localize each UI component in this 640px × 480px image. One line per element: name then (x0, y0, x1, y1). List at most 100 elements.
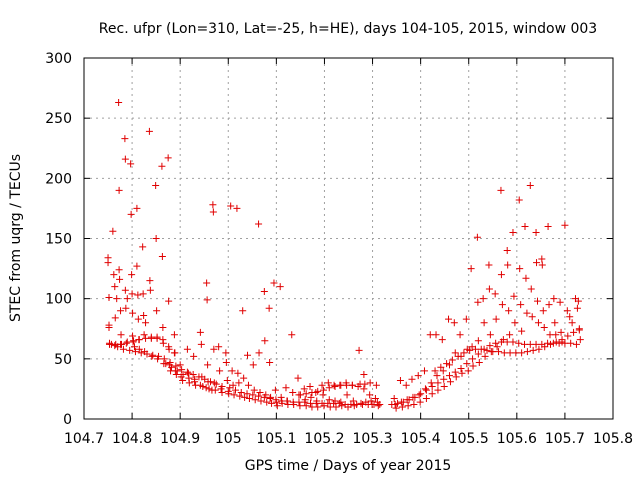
data-point (563, 307, 571, 315)
data-point (509, 338, 517, 346)
data-point (172, 362, 180, 370)
data-point (109, 227, 117, 235)
data-point (557, 328, 565, 336)
data-point (325, 384, 333, 392)
data-point (437, 363, 445, 371)
data-point (123, 338, 131, 346)
data-point (302, 390, 310, 398)
data-point (127, 210, 135, 218)
data-point (572, 340, 580, 348)
data-point (402, 381, 410, 389)
data-point (551, 319, 559, 327)
data-point (324, 379, 332, 387)
data-point (439, 367, 447, 375)
data-point (414, 372, 422, 380)
data-point (149, 351, 157, 359)
data-point (245, 395, 253, 403)
data-point (567, 339, 575, 347)
data-point (228, 367, 236, 375)
x-tick-label: 104.9 (160, 431, 200, 447)
data-point (337, 398, 345, 406)
data-point (116, 275, 124, 283)
data-point (503, 247, 511, 255)
data-point (268, 399, 276, 407)
data-point (558, 336, 566, 344)
data-point (260, 393, 268, 401)
data-point (357, 399, 365, 407)
x-tick-label: 104.7 (64, 431, 104, 447)
data-point (145, 127, 153, 135)
data-point (260, 287, 268, 295)
data-point (396, 376, 404, 384)
data-point (270, 279, 278, 287)
data-point (282, 384, 290, 392)
data-point (448, 356, 456, 364)
data-point (263, 398, 271, 406)
data-point (349, 397, 357, 405)
data-point (458, 369, 466, 377)
data-point (240, 374, 248, 382)
grid (84, 58, 613, 419)
data-point (523, 348, 531, 356)
data-point (206, 378, 214, 386)
data-point (405, 396, 413, 404)
data-point (209, 208, 217, 216)
data-point (121, 155, 129, 163)
y-axis-label: STEC from uqrg / TECUs (8, 154, 24, 322)
data-point (218, 383, 226, 391)
data-point (255, 349, 263, 357)
data-point (122, 304, 130, 312)
data-point (302, 402, 310, 410)
data-point (390, 395, 398, 403)
data-point (421, 385, 429, 393)
data-point (469, 355, 477, 363)
data-point (276, 283, 284, 291)
data-point (332, 403, 340, 411)
data-point (570, 328, 578, 336)
data-point (545, 301, 553, 309)
data-point (428, 383, 436, 391)
data-point (343, 391, 351, 399)
data-point (165, 297, 173, 305)
y-tick-label: 100 (45, 292, 72, 308)
data-point (271, 386, 279, 394)
data-point (115, 186, 123, 194)
data-point (185, 374, 193, 382)
data-point (518, 349, 526, 357)
y-tick-label: 300 (45, 51, 72, 67)
data-point (466, 346, 474, 354)
data-point (123, 295, 131, 303)
data-point (203, 279, 211, 287)
data-point (374, 402, 382, 410)
data-point (529, 346, 537, 354)
data-point (158, 162, 166, 170)
data-point (283, 397, 291, 405)
data-point (300, 385, 308, 393)
data-point (179, 376, 187, 384)
data-point (541, 343, 549, 351)
data-point (162, 360, 170, 368)
data-point (110, 271, 118, 279)
data-point (178, 366, 186, 374)
data-point (534, 319, 542, 327)
data-point (497, 271, 505, 279)
data-point (223, 376, 231, 384)
x-tick-label: 105.5 (449, 431, 489, 447)
data-point (111, 342, 119, 350)
data-point (236, 392, 244, 400)
data-point (475, 358, 483, 366)
data-point (190, 352, 198, 360)
data-point (546, 340, 554, 348)
data-point (244, 351, 252, 359)
data-point (210, 345, 218, 353)
data-point (160, 355, 168, 363)
data-point (445, 315, 453, 323)
data-point (159, 336, 167, 344)
data-point (215, 343, 223, 351)
data-point (140, 312, 148, 320)
data-point (148, 352, 156, 360)
x-tick-label: 105.7 (545, 431, 585, 447)
data-point (376, 401, 384, 409)
data-point (521, 222, 529, 230)
data-point (454, 352, 462, 360)
